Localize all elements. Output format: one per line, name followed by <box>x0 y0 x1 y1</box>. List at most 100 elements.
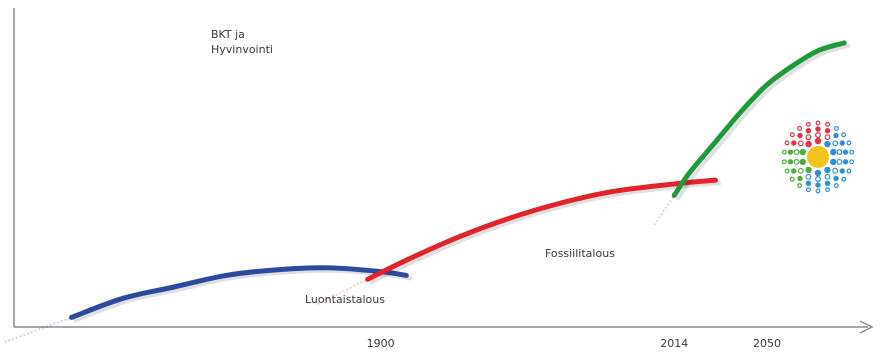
series-0-point-7 <box>404 273 408 278</box>
logo-dot <box>797 132 803 139</box>
logo-dot <box>824 166 831 174</box>
logo-dot <box>784 168 790 174</box>
logo-dot <box>825 121 831 127</box>
x-axis-arrow-icon <box>859 320 874 334</box>
logo-center-dot <box>807 146 829 168</box>
logo-dot <box>815 176 821 182</box>
series-2-tail <box>653 194 676 226</box>
logo-dot <box>787 149 794 155</box>
series-1-point-1 <box>404 258 408 262</box>
logo-dot <box>832 167 839 174</box>
series-lines <box>4 40 851 344</box>
logo-dot <box>797 175 803 182</box>
logo-dot <box>846 140 852 146</box>
logo-dot <box>824 127 831 134</box>
logo-dot <box>805 180 812 187</box>
logo-dot <box>814 169 822 177</box>
logo-dot <box>824 173 831 180</box>
series-2-line <box>671 40 847 198</box>
logo-dot <box>815 126 821 132</box>
logo-dot <box>797 167 804 174</box>
logo-dot <box>830 148 837 156</box>
logo-dot <box>833 125 839 131</box>
logo-dot <box>781 149 787 155</box>
chart-title-line-2: Hyvinvointi <box>211 43 273 56</box>
logo-dot <box>815 182 821 188</box>
logo-dot <box>805 166 812 174</box>
logo-dot <box>824 140 831 148</box>
logo-dot <box>849 159 855 165</box>
series-1-point-6 <box>672 182 676 186</box>
logo-dot <box>839 140 845 146</box>
series-1-point-4 <box>559 201 563 205</box>
logo-dot <box>781 159 787 165</box>
logo-dot <box>841 176 847 182</box>
logo-dot <box>784 140 790 146</box>
series-2-point-1 <box>688 170 692 175</box>
logo-dot <box>805 127 812 134</box>
logo-dot <box>846 168 852 174</box>
logo-dot <box>825 187 831 193</box>
series-0-point-1 <box>121 296 125 300</box>
logo-dot <box>805 173 812 180</box>
series-0-point-2 <box>172 285 177 289</box>
logo-dot <box>842 159 849 165</box>
series-0-point-3 <box>224 273 228 278</box>
logo-dot <box>815 132 821 138</box>
series-0-point-4 <box>275 268 280 272</box>
logo-dot <box>789 132 795 138</box>
annotation-luontaistalous: Luontaistalous <box>305 293 385 306</box>
logo-dot <box>793 158 800 165</box>
colorful-dot-circle-icon <box>781 120 855 194</box>
logo-dot <box>824 134 831 141</box>
series-2-point-0 <box>672 193 676 197</box>
logo-dot <box>833 183 839 189</box>
chart-title-line-1: BKT ja <box>211 28 245 41</box>
series-2-point-7 <box>842 41 846 45</box>
logo-dot <box>797 125 803 131</box>
logo-dot <box>799 148 806 156</box>
logo-dot <box>815 120 821 126</box>
x-tick-label-2014: 2014 <box>660 337 688 350</box>
logo-dot <box>832 140 839 147</box>
x-tick-label-1900: 1900 <box>367 337 395 350</box>
series-0-line <box>69 265 409 320</box>
series-2-point-2 <box>713 140 718 144</box>
series-1-point-5 <box>610 189 615 194</box>
series-2-shadow <box>676 43 851 201</box>
series-0-point-0 <box>69 315 74 319</box>
x-tick-label-2050: 2050 <box>753 337 781 350</box>
series-2-point-3 <box>739 109 743 114</box>
annotation-fossiilitalous: Fossiilitalous <box>545 247 615 260</box>
series-1-point-0 <box>366 277 370 281</box>
logo-dot <box>805 140 812 148</box>
logo-dot <box>849 149 855 155</box>
series-2-point-6 <box>816 48 821 53</box>
logo-dot <box>789 176 795 182</box>
logo-dot <box>805 187 811 193</box>
series-1-shadow <box>369 181 722 285</box>
series-1-point-2 <box>456 235 460 239</box>
logo-dot <box>833 132 839 139</box>
series-1-point-7 <box>713 178 718 182</box>
logo-dot <box>797 183 803 189</box>
series-1-line <box>365 177 718 282</box>
logo-dot <box>839 168 845 174</box>
logo-dot <box>815 188 821 194</box>
logo-dot <box>787 159 794 165</box>
logo-dot <box>836 149 843 156</box>
logo-dot <box>836 158 843 165</box>
logo-dot <box>814 137 822 145</box>
logo-dot <box>797 140 804 147</box>
series-1-tail <box>317 278 369 305</box>
logo-dot <box>793 149 800 156</box>
x-tick-labels: 1900 2014 2050 <box>367 337 781 350</box>
series-2-point-4 <box>765 83 769 87</box>
logo-dot <box>805 134 812 141</box>
logo-dot <box>791 140 797 146</box>
logo-dot <box>799 158 806 166</box>
series-2-point-5 <box>791 64 795 68</box>
logo-dot <box>791 168 797 174</box>
axes <box>13 8 874 334</box>
